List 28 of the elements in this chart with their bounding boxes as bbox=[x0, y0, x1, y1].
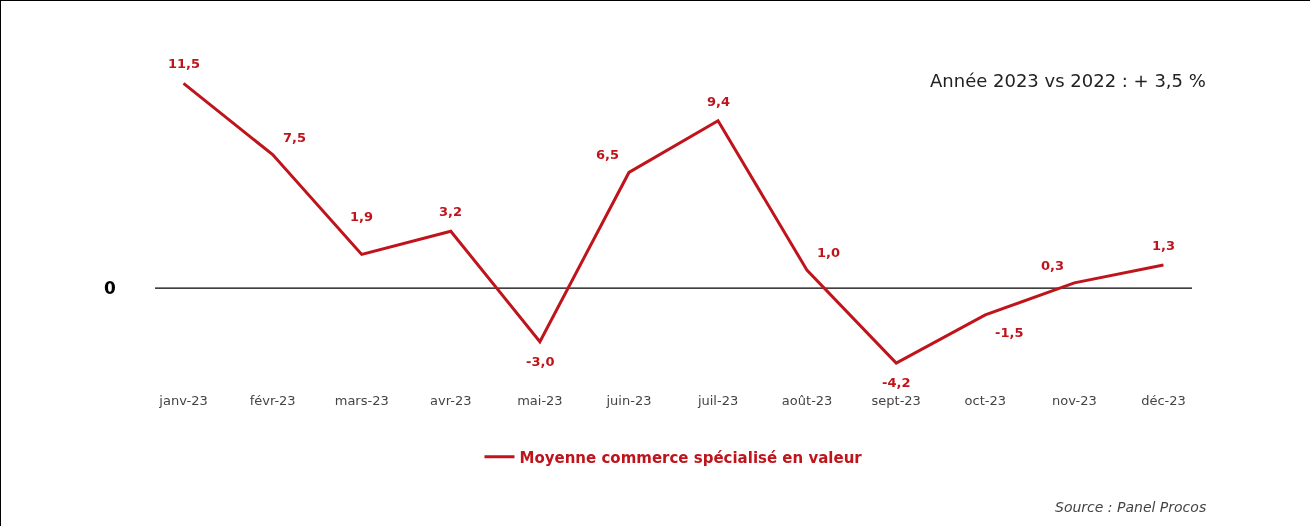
data-label: 11,5 bbox=[168, 56, 201, 71]
data-label: -3,0 bbox=[526, 354, 555, 369]
data-label: -1,5 bbox=[995, 325, 1024, 340]
x-tick-label: sept-23 bbox=[871, 393, 921, 408]
x-tick-label: mars-23 bbox=[334, 393, 389, 408]
x-tick-label: mai-23 bbox=[517, 393, 563, 408]
data-label: 1,0 bbox=[817, 245, 841, 260]
x-tick-label: oct-23 bbox=[964, 393, 1007, 408]
x-tick-label: janv-23 bbox=[158, 393, 208, 408]
x-tick-label: déc-23 bbox=[1141, 393, 1186, 408]
x-tick-label: juin-23 bbox=[605, 393, 652, 408]
data-label: 9,4 bbox=[707, 94, 731, 109]
x-tick-label: juil-23 bbox=[696, 393, 739, 408]
x-tick-label: févr-23 bbox=[249, 393, 296, 408]
annotation: Année 2023 vs 2022 : + 3,5 % bbox=[930, 70, 1206, 91]
source-note: Source : Panel Procos bbox=[1055, 499, 1207, 515]
data-label: 1,9 bbox=[350, 209, 374, 224]
legend-label: Moyenne commerce spécialisé en valeur bbox=[519, 448, 863, 467]
x-tick-label: nov-23 bbox=[1051, 393, 1097, 408]
data-label: 3,2 bbox=[439, 204, 463, 219]
data-label: -4,2 bbox=[882, 375, 911, 390]
data-label: 6,5 bbox=[596, 147, 620, 162]
x-tick-label: août-23 bbox=[781, 393, 833, 408]
data-label: 1,3 bbox=[1152, 238, 1176, 253]
ref-line-label: 0 bbox=[104, 278, 116, 298]
x-tick-label: avr-23 bbox=[430, 393, 472, 408]
data-label: 7,5 bbox=[283, 130, 307, 145]
data-label: 0,3 bbox=[1041, 258, 1065, 273]
